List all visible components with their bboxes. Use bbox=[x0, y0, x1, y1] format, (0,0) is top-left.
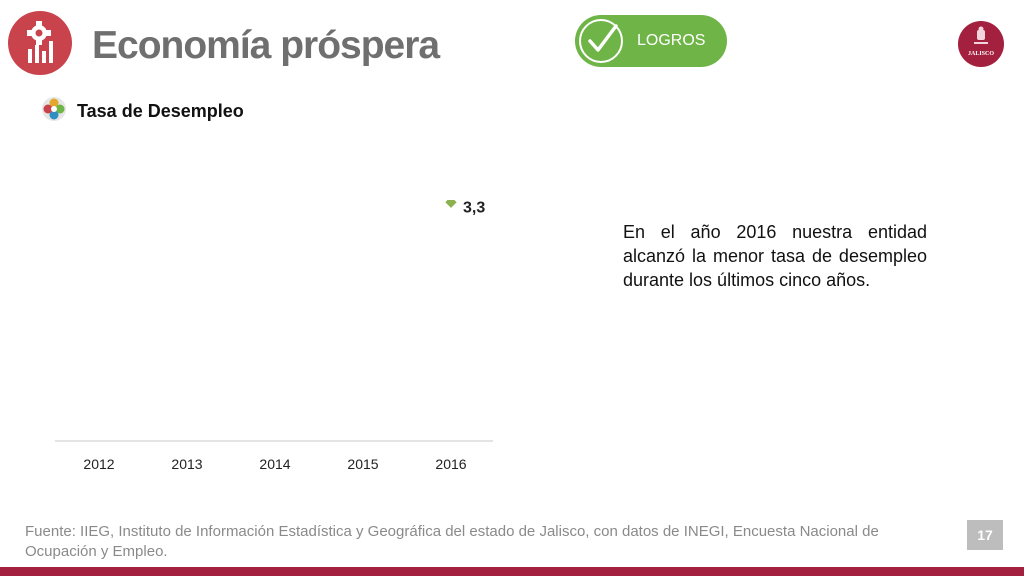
economy-gear-chart-icon bbox=[8, 11, 72, 75]
footer-bar bbox=[0, 567, 1024, 576]
logo-text: JALISCO bbox=[967, 51, 994, 57]
checkmark-circle bbox=[579, 19, 623, 63]
x-tick-label: 2012 bbox=[83, 456, 114, 472]
page-title: Economía próspera bbox=[92, 24, 440, 67]
logros-badge: LOGROS bbox=[575, 15, 727, 67]
description-text: En el año 2016 nuestra entidad alcanzó l… bbox=[623, 222, 927, 290]
unemployment-line-chart: 4,915,15,194,33,3 2012 2013 2014 2015 2016 bbox=[55, 200, 493, 472]
section-title: Tasa de Desempleo bbox=[77, 101, 244, 121]
data-point bbox=[445, 200, 457, 208]
x-tick-label: 2013 bbox=[171, 456, 202, 472]
badge-label: LOGROS bbox=[637, 32, 706, 49]
series-layer bbox=[445, 200, 457, 208]
tick-layer: 2012 2013 2014 2015 2016 bbox=[83, 456, 466, 472]
series-line bbox=[446, 200, 453, 204]
x-tick-label: 2015 bbox=[347, 456, 378, 472]
page-number: 17 bbox=[967, 520, 1003, 550]
x-tick-label: 2014 bbox=[259, 456, 290, 472]
label-layer: 4,915,15,194,33,3 bbox=[463, 200, 485, 216]
jalisco-seal-logo: JALISCO bbox=[958, 21, 1004, 67]
checkmark-icon bbox=[588, 24, 618, 52]
seal-emblem-icon bbox=[974, 26, 988, 44]
data-label: 3,3 bbox=[463, 200, 485, 216]
source-note: Fuente: IIEG, Instituto de Información E… bbox=[25, 523, 879, 560]
x-tick-label: 2016 bbox=[435, 456, 466, 472]
section-flower-icon bbox=[42, 97, 66, 121]
